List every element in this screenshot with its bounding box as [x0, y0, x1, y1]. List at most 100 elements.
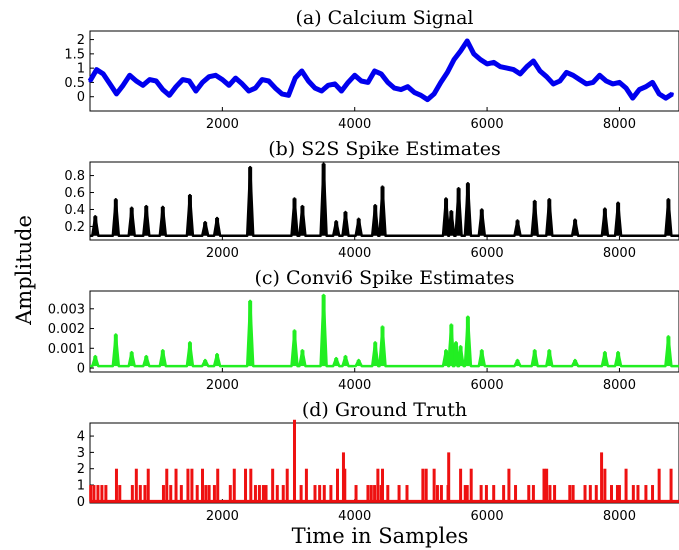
- calcium-signal-point: [121, 83, 125, 87]
- calcium-signal-point: [227, 83, 231, 87]
- calcium-signal-point: [545, 75, 549, 79]
- calcium-signal-point: [346, 80, 350, 84]
- calcium-signal-point: [624, 86, 628, 90]
- calcium-signal-y-tick-label: 1.5: [64, 47, 85, 62]
- calcium-signal-point: [564, 70, 568, 74]
- calcium-signal-point: [161, 88, 165, 92]
- calcium-signal-point: [631, 96, 635, 100]
- calcium-signal-point: [498, 65, 502, 69]
- calcium-signal-point: [664, 96, 668, 100]
- calcium-signal-y-tick-label: 2: [77, 33, 85, 48]
- calcium-signal-point: [432, 92, 436, 96]
- calcium-signal-y-tick-label: 0: [77, 90, 85, 105]
- calcium-signal-point: [273, 86, 277, 90]
- s2s-spike-estimates-y-tick-label: 0.8: [64, 169, 85, 184]
- s2s-spike-estimates-axes-frame: [89, 161, 679, 241]
- calcium-signal-point: [339, 89, 343, 93]
- ground-truth-y-tick-label: 2: [77, 462, 85, 477]
- calcium-signal-point: [518, 72, 522, 76]
- calcium-signal-point: [174, 85, 178, 89]
- convi6-spike-estimates-x-tick-label: 8000: [603, 378, 636, 393]
- calcium-signal-point: [333, 82, 337, 86]
- calcium-signal-point: [181, 78, 185, 82]
- ground-truth-x-tick-label: 2000: [206, 509, 239, 524]
- convi6-spike-estimates-series-line: [90, 293, 679, 368]
- calcium-signal-point: [478, 58, 482, 62]
- calcium-signal-point: [373, 69, 377, 73]
- calcium-signal-point: [551, 82, 555, 86]
- calcium-signal-point: [439, 80, 443, 84]
- s2s-spike-estimates-title: (b) S2S Spike Estimates: [268, 138, 501, 160]
- calcium-signal-point: [114, 92, 118, 96]
- calcium-signal-point: [531, 59, 535, 63]
- calcium-signal-point: [604, 79, 608, 83]
- calcium-signal-point: [505, 66, 509, 70]
- x-axis-label: Time in Samples: [292, 524, 469, 548]
- calcium-signal-point: [598, 73, 602, 77]
- convi6-spike-estimates-x-tick-label: 2000: [206, 378, 239, 393]
- calcium-signal-x-tick-label: 8000: [603, 117, 636, 132]
- calcium-signal-point: [366, 80, 370, 84]
- calcium-signal-point: [320, 89, 324, 93]
- ground-truth-y-tick-label: 0: [77, 495, 85, 510]
- s2s-spike-estimates-x-tick-label: 6000: [471, 246, 504, 261]
- ground-truth-y-tick-label: 3: [77, 446, 85, 461]
- calcium-signal-point: [300, 69, 304, 73]
- calcium-signal-point: [412, 90, 416, 94]
- calcium-signal-point: [306, 79, 310, 83]
- calcium-signal-point: [445, 70, 449, 74]
- calcium-signal-point: [247, 89, 251, 93]
- ground-truth-title: (d) Ground Truth: [302, 399, 467, 421]
- calcium-signal-point: [194, 89, 198, 93]
- calcium-signal-point: [492, 60, 496, 64]
- calcium-signal-point: [280, 92, 284, 96]
- calcium-signal-point: [525, 65, 529, 69]
- calcium-signal-point: [359, 79, 363, 83]
- calcium-signal-y-tick-label: 1: [77, 62, 85, 77]
- calcium-signal-point: [234, 76, 238, 80]
- calcium-signal-point: [386, 80, 390, 84]
- calcium-signal-point: [584, 82, 588, 86]
- calcium-signal-point: [141, 83, 145, 87]
- calcium-signal-point: [108, 82, 112, 86]
- calcium-signal-point: [392, 86, 396, 90]
- calcium-signal-point: [406, 85, 410, 89]
- convi6-spike-estimates-y-tick-label: 0: [77, 362, 85, 377]
- calcium-signal-point: [154, 79, 158, 83]
- calcium-signal-point: [207, 75, 211, 79]
- calcium-signal-point: [571, 73, 575, 77]
- calcium-signal-point: [379, 72, 383, 76]
- calcium-signal-point: [214, 73, 218, 77]
- convi6-spike-estimates-y-tick-label: 0.003: [48, 302, 85, 317]
- convi6-spike-estimates-y-tick-label: 0.001: [48, 342, 85, 357]
- calcium-signal-point: [617, 80, 621, 84]
- calcium-signal-point: [134, 79, 138, 83]
- calcium-signal-point: [399, 88, 403, 92]
- s2s-spike-estimates-x-tick-label: 2000: [206, 246, 239, 261]
- ground-truth-y-tick-label: 1: [77, 479, 85, 494]
- calcium-signal-point: [419, 93, 423, 97]
- calcium-signal-point: [313, 86, 317, 90]
- calcium-signal-point: [167, 93, 171, 97]
- calcium-signal-point: [485, 62, 489, 66]
- calcium-signal-point: [472, 52, 476, 56]
- calcium-signal-point: [128, 73, 132, 77]
- calcium-signal-point: [459, 49, 463, 53]
- calcium-signal-point: [558, 79, 562, 83]
- calcium-signal-point: [426, 98, 430, 102]
- s2s-spike-estimates-y-tick-label: 0.2: [64, 220, 85, 235]
- convi6-spike-estimates-x-tick-label: 6000: [471, 378, 504, 393]
- s2s-spike-estimates-x-tick-label: 8000: [603, 246, 636, 261]
- calcium-signal-x-tick-label: 6000: [471, 117, 504, 132]
- ground-truth-axes-frame: [89, 422, 679, 504]
- ground-truth-x-tick-label: 8000: [603, 509, 636, 524]
- calcium-signal-point: [578, 78, 582, 82]
- ground-truth-x-tick-label: 6000: [471, 509, 504, 524]
- calcium-signal-point: [591, 80, 595, 84]
- calcium-signal-x-tick-label: 2000: [206, 117, 239, 132]
- calcium-signal-point: [326, 83, 330, 87]
- calcium-signal-point: [657, 92, 661, 96]
- convi6-spike-estimates-title: (c) Convi6 Spike Estimates: [254, 267, 514, 289]
- calcium-signal-point: [253, 86, 257, 90]
- calcium-signal-title: (a) Calcium Signal: [295, 7, 473, 29]
